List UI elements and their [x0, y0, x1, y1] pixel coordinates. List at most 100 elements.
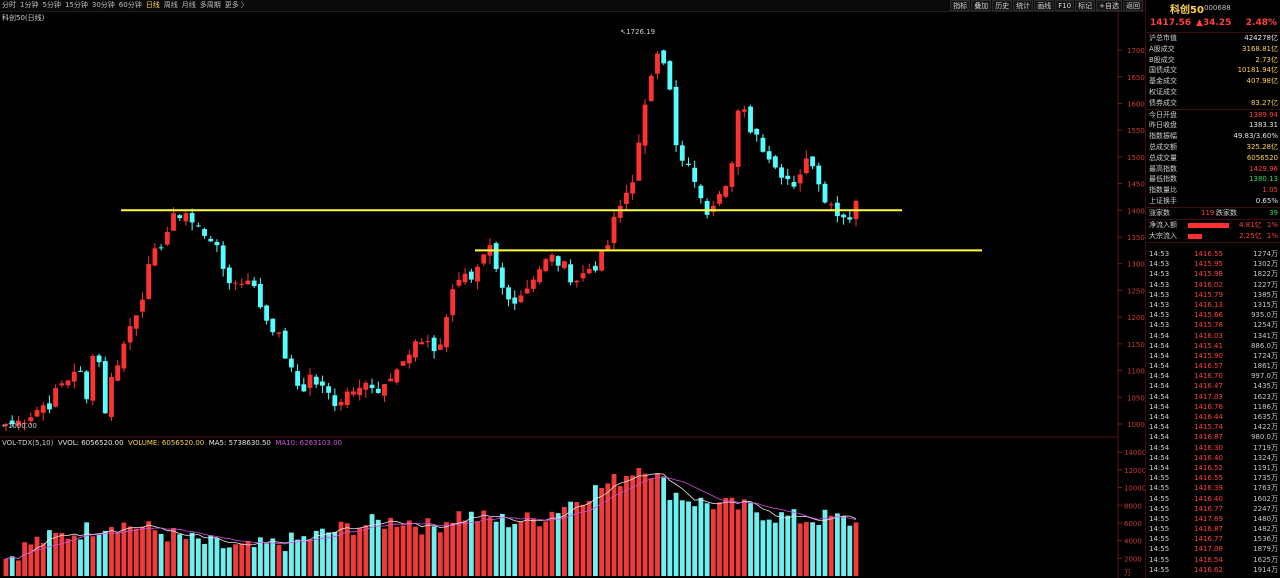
period-tab-6[interactable]: 日线: [145, 1, 160, 9]
tick-row: 14:54 1416.44 1635万: [1146, 412, 1280, 422]
candle-body: [841, 214, 846, 218]
market-row: 债券成交 83.27亿: [1146, 98, 1280, 109]
stat-value: 49.83/3.60%: [1233, 132, 1278, 141]
volume-bar: [34, 536, 40, 576]
tick-row: 14:54 1416.70 997.0万: [1146, 371, 1280, 381]
market-value: 3168.81亿: [1242, 44, 1278, 53]
tick-time: 14:54: [1149, 453, 1170, 462]
stat-label: 指数振幅: [1149, 132, 1177, 141]
y-tick-label: 1400: [1127, 207, 1145, 215]
stat-label: 指数量比: [1149, 186, 1177, 195]
tick-volume: 1763万: [1253, 484, 1278, 493]
y-tick-label: 1050: [1127, 394, 1145, 402]
candle-body: [78, 370, 83, 372]
volume-bar: [847, 525, 853, 576]
volume-bar: [524, 512, 530, 576]
tool-button-0[interactable]: 指标: [950, 0, 971, 11]
tool-button-2[interactable]: 历史: [992, 0, 1013, 11]
tool-button-1[interactable]: 叠加: [971, 0, 992, 11]
volume-bar: [717, 502, 722, 576]
candle-body: [40, 405, 46, 413]
stat-label: 今日开盘: [1149, 110, 1177, 119]
volume-bar: [816, 524, 822, 576]
period-tab-0[interactable]: 分时: [2, 1, 16, 9]
volume-bar: [264, 543, 269, 576]
tool-button-5[interactable]: F10: [1055, 0, 1075, 11]
vol-ma5: MA5: 5738630.50: [208, 439, 271, 447]
candle-body: [741, 109, 747, 112]
tick-price: 1417.08: [1194, 545, 1223, 554]
tick-time: 14:53: [1149, 280, 1170, 289]
candle-body: [450, 289, 456, 316]
period-tab-1[interactable]: 1分钟: [20, 1, 39, 9]
candle-body: [723, 186, 729, 197]
period-tab-4[interactable]: 30分钟: [91, 1, 115, 9]
tool-button-4[interactable]: 画线: [1034, 0, 1055, 11]
tick-price: 1416.57: [1194, 362, 1223, 371]
tick-row: 14:55 1416.62 1914万: [1146, 565, 1280, 575]
volume-bar: [195, 538, 201, 576]
candle-body: [357, 387, 363, 396]
tick-row: 14:53 1415.95 1302万: [1146, 259, 1280, 269]
tick-row: 14:53 1415.79 1385万: [1146, 290, 1280, 300]
vol-tick-label: 10000: [1124, 485, 1145, 493]
tick-price: 1416.77: [1194, 535, 1223, 544]
stat-value: 6056520: [1246, 153, 1278, 162]
y-tick-label: 1150: [1127, 341, 1145, 349]
candle-body: [456, 279, 462, 286]
candle-body: [785, 175, 791, 180]
tool-button-8[interactable]: 返回: [1123, 0, 1143, 11]
volume-bar: [828, 515, 834, 576]
candle-body: [406, 354, 412, 364]
period-tab-9[interactable]: 多周期: [199, 1, 221, 9]
candle-body: [102, 360, 108, 414]
candle-body: [537, 269, 542, 283]
candle-body: [524, 288, 530, 294]
tick-volume: 1341万: [1253, 331, 1278, 340]
volume-bar: [257, 537, 263, 576]
tick-row: 14:53 1415.78 1254万: [1146, 320, 1280, 330]
volume-bar: [307, 539, 313, 576]
volume-bar: [580, 504, 586, 576]
volume-bar: [177, 534, 183, 576]
candle-body: [586, 268, 592, 274]
period-tab-5[interactable]: 60分钟: [118, 1, 142, 9]
candle-body: [661, 50, 667, 64]
vol-tick-label: 4000: [1124, 538, 1142, 546]
candle-body: [648, 75, 654, 102]
kline-chart[interactable]: 1000 1050 1100 1150 1200 1250 1300 1350 1400 1450…: [0, 12, 1145, 578]
stat-label: 上证换手: [1149, 196, 1177, 205]
market-label: B股成交: [1149, 55, 1175, 64]
candle-body: [133, 315, 139, 329]
tick-volume: 980.0万: [1250, 433, 1278, 442]
period-tab-7[interactable]: 周线: [163, 1, 178, 9]
tick-volume: 1302万: [1253, 260, 1278, 269]
pct-change: 2.48%: [1245, 18, 1277, 28]
candle-body: [673, 86, 679, 146]
tick-price: 1416.02: [1194, 280, 1223, 289]
tick-row: 14:55 1417.69 1480万: [1146, 514, 1280, 524]
y-tick-label: 1100: [1127, 368, 1145, 376]
chart-title: 科创50(日线): [2, 14, 45, 22]
index-code: 000688: [1204, 4, 1231, 12]
tick-row: 14:54 1416.30 1719万: [1146, 443, 1280, 453]
market-row: 权证成交: [1146, 87, 1280, 98]
period-tab-8[interactable]: 月线: [181, 1, 196, 9]
volume-bar: [394, 526, 400, 576]
volume-bar: [537, 526, 542, 576]
tool-button-3[interactable]: 统计: [1013, 0, 1034, 11]
volume-bar: [400, 525, 406, 576]
tick-price: 1417.03: [1194, 392, 1223, 401]
candle-body: [3, 423, 9, 426]
period-tab-3[interactable]: 15分钟: [64, 1, 88, 9]
period-tab-10[interactable]: 更多 〉: [224, 1, 248, 9]
volume-bar: [772, 522, 778, 576]
candle-body: [146, 264, 152, 300]
period-tab-2[interactable]: 5分钟: [42, 1, 61, 9]
tool-button-6[interactable]: 标记: [1075, 0, 1096, 11]
tick-list[interactable]: 14:53 1416.55 1274万 14:53 1415.95 1302万 14:53 1…: [1146, 249, 1280, 575]
tick-time: 14:55: [1149, 494, 1170, 503]
tick-price: 1415.98: [1194, 270, 1223, 279]
tool-button-7[interactable]: +自选: [1096, 0, 1122, 11]
candle-body: [127, 326, 133, 343]
